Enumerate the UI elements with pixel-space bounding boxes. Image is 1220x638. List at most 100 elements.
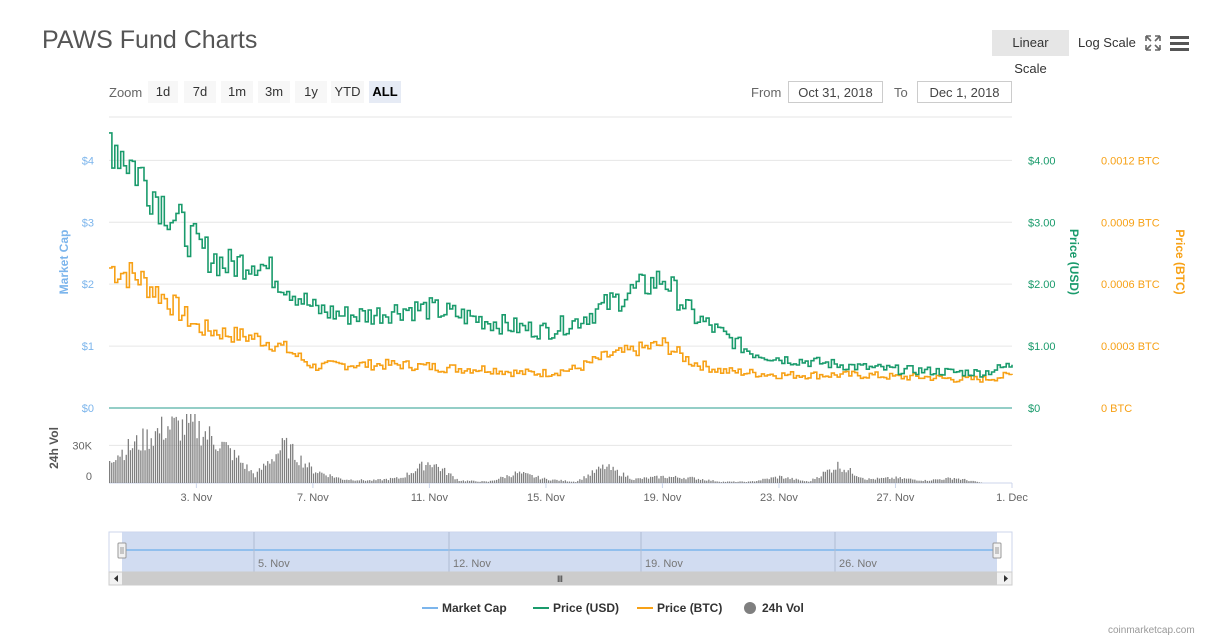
- scrollbar-thumb[interactable]: [122, 572, 997, 585]
- volume-bar: [319, 471, 321, 483]
- log-scale-button[interactable]: Log Scale: [1078, 35, 1136, 50]
- volume-bar: [173, 417, 175, 483]
- volume-bar: [785, 478, 787, 483]
- volume-bar: [356, 480, 358, 483]
- zoom-button-3m[interactable]: 3m: [258, 81, 290, 103]
- volume-bar: [464, 481, 467, 483]
- volume-bar: [127, 439, 129, 483]
- zoom-button-1y[interactable]: 1y: [295, 81, 327, 103]
- volume-bar: [727, 481, 729, 483]
- legend-item[interactable]: Price (BTC): [637, 601, 722, 615]
- navigator-handle[interactable]: [992, 542, 1002, 559]
- volume-bar: [849, 468, 851, 483]
- volume-bar: [608, 464, 610, 483]
- volume-bar: [591, 470, 593, 483]
- volume-bar: [485, 481, 487, 483]
- volume-bar: [483, 481, 485, 483]
- volume-bar: [652, 476, 654, 483]
- volume-bar: [951, 479, 953, 483]
- volume-bar: [487, 481, 489, 483]
- zoom-button-ytd[interactable]: YTD: [331, 81, 364, 103]
- volume-bar: [425, 465, 427, 483]
- volume-bar: [600, 468, 602, 483]
- zoom-label: Zoom: [109, 85, 143, 100]
- volume-bar: [598, 466, 600, 483]
- volume-bar: [650, 476, 652, 483]
- volume-bar: [252, 473, 254, 483]
- volume-bar: [163, 439, 165, 483]
- from-date-input[interactable]: Oct 31, 2018: [788, 81, 883, 103]
- volume-bar: [213, 444, 215, 483]
- volume-bar: [932, 479, 935, 483]
- volume-bar: [518, 471, 521, 483]
- volume-bar: [751, 481, 754, 483]
- volume-bar: [512, 475, 514, 483]
- volume-bar: [768, 479, 770, 483]
- linear-scale-button[interactable]: Linear Scale: [992, 30, 1069, 76]
- volume-bar: [325, 475, 327, 483]
- volume-bar: [369, 480, 371, 483]
- volume-bar: [175, 416, 177, 483]
- x-axis-tick-label: 1. Dec: [996, 492, 1028, 504]
- volume-bar: [668, 476, 670, 483]
- volume-bar: [903, 478, 906, 483]
- volume-bar: [321, 472, 323, 483]
- volume-bar: [437, 466, 439, 483]
- navigator-handle[interactable]: [117, 542, 127, 559]
- volume-bar: [826, 469, 829, 483]
- volume-bar: [627, 475, 629, 483]
- volume-bar: [573, 481, 575, 483]
- volume-bar: [510, 477, 512, 483]
- volume-bar: [770, 477, 772, 483]
- page-title: PAWS Fund Charts: [42, 26, 258, 54]
- volume-bar: [263, 463, 265, 483]
- legend-label: Market Cap: [442, 601, 507, 615]
- to-date-input[interactable]: Dec 1, 2018: [917, 81, 1012, 103]
- volume-bar: [394, 477, 396, 483]
- volume-bar: [564, 480, 566, 483]
- volume-bar: [914, 479, 916, 483]
- legend-item[interactable]: 24h Vol: [744, 601, 804, 615]
- navigator-tick-label: 26. Nov: [839, 558, 877, 570]
- fullscreen-icon[interactable]: [1145, 35, 1161, 51]
- volume-bar: [860, 477, 862, 483]
- volume-bar: [662, 475, 664, 483]
- volume-bar: [256, 471, 258, 483]
- volume-bar: [637, 478, 639, 483]
- volume-bar: [398, 478, 400, 483]
- volume-bar: [568, 481, 571, 483]
- scroll-right-arrow-icon[interactable]: [1004, 575, 1008, 582]
- x-axis-tick-label: 19. Nov: [643, 492, 681, 504]
- volume-bar: [471, 480, 473, 483]
- volume-bar: [462, 480, 464, 483]
- scroll-left-arrow-icon[interactable]: [114, 575, 118, 582]
- volume-bar: [670, 477, 673, 483]
- volume-bar: [972, 480, 974, 483]
- volume-bar: [966, 480, 968, 483]
- zoom-button-all[interactable]: ALL: [369, 81, 401, 103]
- volume-bar: [260, 469, 263, 483]
- zoom-button-1d[interactable]: 1d: [148, 81, 178, 103]
- legend-item[interactable]: Price (USD): [533, 601, 619, 615]
- volume-bar: [292, 443, 294, 483]
- credit-link[interactable]: coinmarketcap.com: [1108, 625, 1195, 636]
- volume-bar: [439, 471, 442, 483]
- legend-item[interactable]: Market Cap: [422, 601, 507, 615]
- hamburger-menu-icon[interactable]: [1170, 35, 1189, 51]
- volume-bar: [968, 481, 970, 483]
- volume-bar: [186, 414, 188, 483]
- volume-bar: [489, 480, 492, 483]
- zoom-button-1m[interactable]: 1m: [221, 81, 253, 103]
- volume-bar: [758, 480, 760, 483]
- volume-bar: [206, 439, 209, 483]
- volume-bar: [629, 478, 631, 483]
- volume-bar: [537, 475, 539, 483]
- volume-bar: [250, 470, 252, 483]
- zoom-button-7d[interactable]: 7d: [184, 81, 216, 103]
- volume-bar: [762, 478, 764, 483]
- volume-bar: [183, 434, 186, 483]
- volume-bar: [531, 475, 533, 483]
- volume-bar: [729, 481, 731, 483]
- x-axis-tick-label: 7. Nov: [297, 492, 329, 504]
